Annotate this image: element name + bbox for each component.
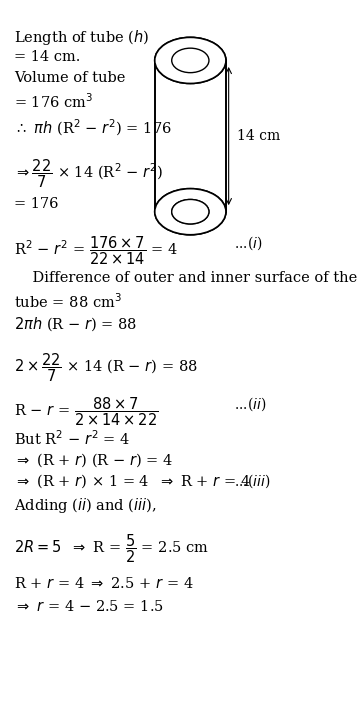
Text: $2R = 5$  $\Rightarrow$ R = $\dfrac{5}{2}$ = 2.5 cm: $2R = 5$ $\Rightarrow$ R = $\dfrac{5}{2}…: [14, 532, 209, 565]
Text: ...($ii$): ...($ii$): [234, 396, 267, 413]
Text: $2\pi h$ (R − $r$) = 88: $2\pi h$ (R − $r$) = 88: [14, 316, 137, 333]
Text: R$^2$ − $r^2$ = $\dfrac{176\times7}{22\times14}$ = 4: R$^2$ − $r^2$ = $\dfrac{176\times7}{22\t…: [14, 234, 178, 267]
Text: $\Rightarrow$ $r$ = 4 − 2.5 = 1.5: $\Rightarrow$ $r$ = 4 − 2.5 = 1.5: [14, 599, 164, 614]
Text: Volume of tube: Volume of tube: [14, 71, 125, 85]
Ellipse shape: [155, 37, 226, 83]
Text: tube = 88 cm$^3$: tube = 88 cm$^3$: [14, 293, 122, 311]
Text: $r$: $r$: [183, 68, 191, 81]
Text: R + $r$ = 4 $\Rightarrow$ 2.5 + $r$ = 4: R + $r$ = 4 $\Rightarrow$ 2.5 + $r$ = 4: [14, 576, 193, 590]
Text: $2 \times \dfrac{22}{7}$ × 14 (R − $r$) = 88: $2 \times \dfrac{22}{7}$ × 14 (R − $r$) …: [14, 351, 197, 384]
Text: $\therefore$ $\pi h$ (R$^2$ − $r^2$) = 176: $\therefore$ $\pi h$ (R$^2$ − $r^2$) = 1…: [14, 118, 172, 139]
Text: = 176: = 176: [14, 197, 58, 211]
Text: $\Rightarrow \dfrac{22}{7}$ × 14 (R$^2$ − $r^2$): $\Rightarrow \dfrac{22}{7}$ × 14 (R$^2$ …: [14, 158, 163, 190]
Text: Adding ($ii$) and ($iii$),: Adding ($ii$) and ($iii$),: [14, 496, 156, 515]
Text: R: R: [165, 62, 175, 75]
Text: = 176 cm$^3$: = 176 cm$^3$: [14, 92, 93, 111]
Ellipse shape: [172, 48, 209, 73]
Ellipse shape: [172, 200, 209, 224]
Text: ...($iii$): ...($iii$): [234, 473, 271, 490]
Bar: [155, 60, 226, 212]
Text: 14 cm: 14 cm: [237, 129, 280, 143]
Ellipse shape: [155, 189, 226, 234]
Text: ...($i$): ...($i$): [234, 234, 263, 253]
Text: Difference of outer and inner surface of the: Difference of outer and inner surface of…: [14, 271, 357, 285]
Text: = 14 cm.: = 14 cm.: [14, 49, 80, 64]
Text: But R$^2$ − $r^2$ = 4: But R$^2$ − $r^2$ = 4: [14, 429, 130, 448]
Text: $\Rightarrow$ (R + $r$) × 1 = 4  $\Rightarrow$ R + $r$ = 4: $\Rightarrow$ (R + $r$) × 1 = 4 $\Righta…: [14, 473, 251, 490]
Ellipse shape: [155, 37, 226, 83]
Text: R − $r$ = $\dfrac{88\times7}{2\times14\times22}$: R − $r$ = $\dfrac{88\times7}{2\times14\t…: [14, 396, 158, 428]
Ellipse shape: [155, 189, 226, 234]
Text: Length of tube ($h$): Length of tube ($h$): [14, 28, 149, 47]
Ellipse shape: [172, 200, 209, 224]
Text: $\Rightarrow$ (R + $r$) (R − $r$) = 4: $\Rightarrow$ (R + $r$) (R − $r$) = 4: [14, 451, 173, 468]
Ellipse shape: [172, 48, 209, 73]
